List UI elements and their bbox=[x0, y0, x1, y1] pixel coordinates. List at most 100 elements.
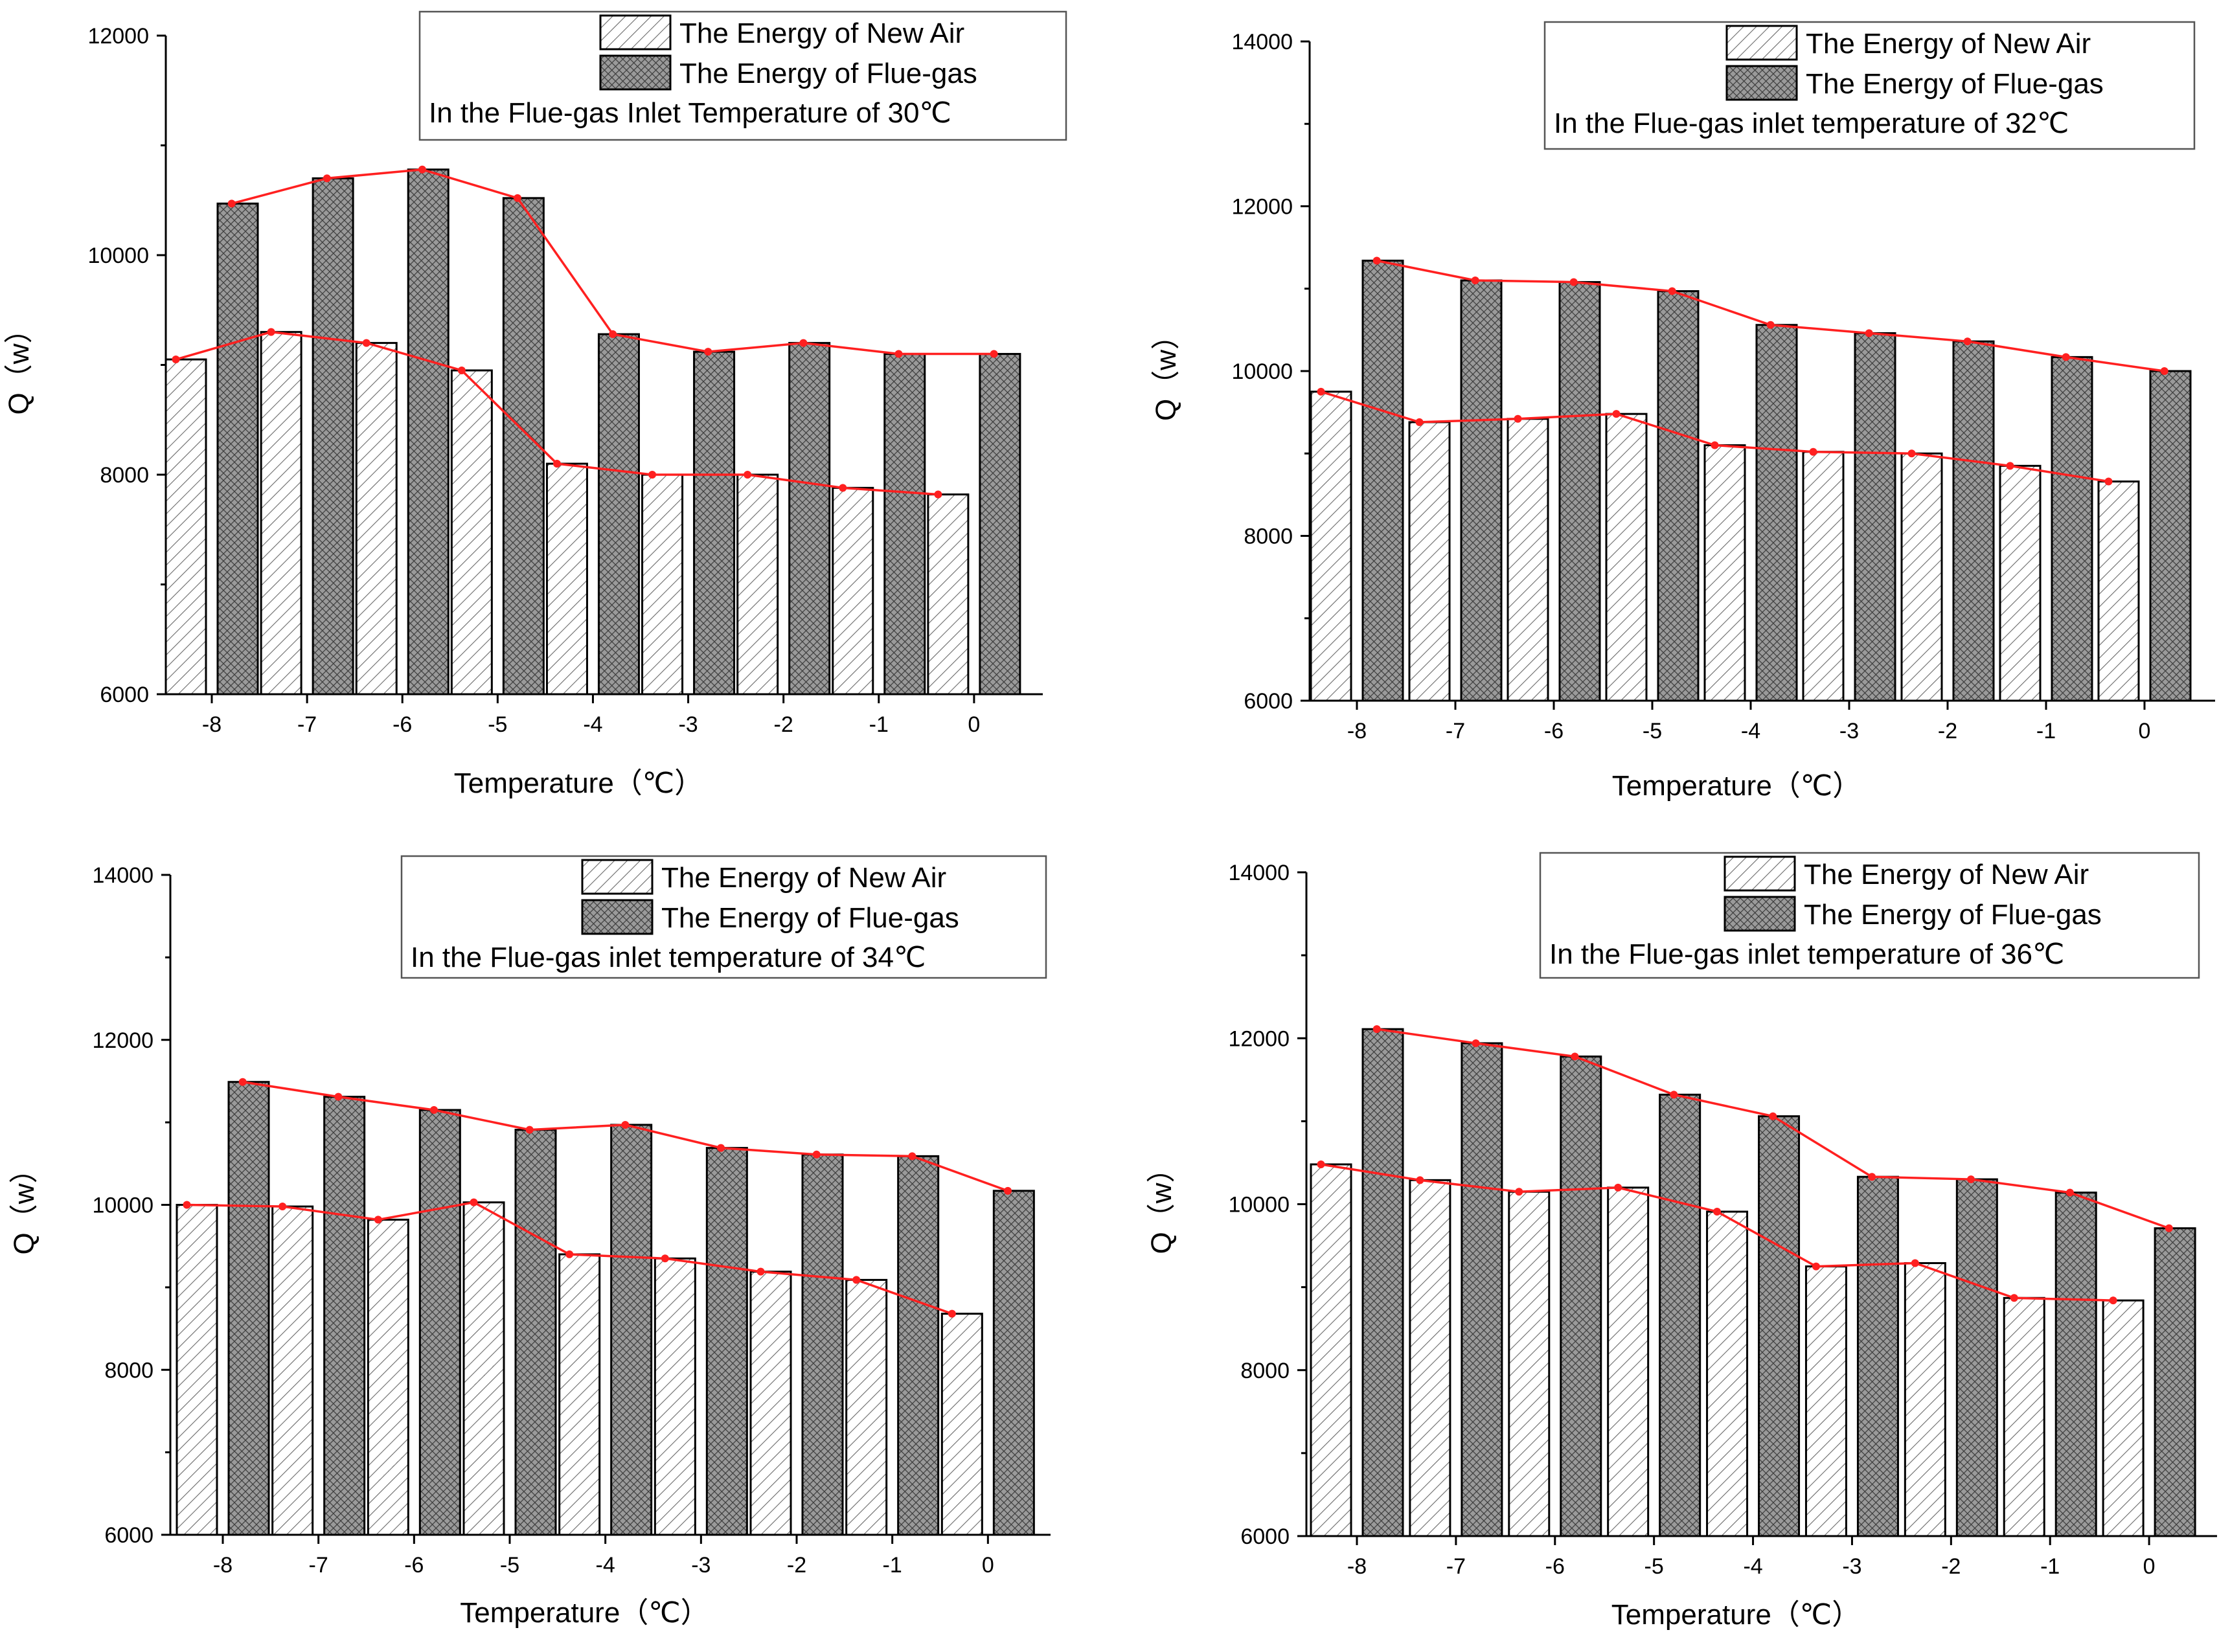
x-tick-label: -6 bbox=[404, 1553, 424, 1578]
legend-label-flue-gas: The Energy of Flue-gas bbox=[1804, 899, 2102, 931]
bar-flue-gas bbox=[705, 1147, 748, 1536]
bar-flue-gas bbox=[1758, 1115, 1801, 1537]
bar-flue-gas bbox=[502, 197, 545, 696]
x-tick-label: -6 bbox=[393, 712, 412, 737]
x-tick-label: 0 bbox=[982, 1553, 994, 1578]
point-new-air bbox=[839, 484, 847, 492]
x-tick-label: -4 bbox=[583, 712, 602, 737]
point-flue-gas bbox=[1865, 329, 1873, 337]
point-flue-gas bbox=[1004, 1186, 1012, 1195]
bar-new-air bbox=[1607, 1186, 1650, 1537]
x-tick-label: -5 bbox=[1643, 719, 1662, 743]
legend-label-flue-gas: The Energy of Flue-gas bbox=[1806, 68, 2104, 100]
bar-new-air bbox=[165, 358, 207, 696]
y-tick-label: 10000 bbox=[1228, 1193, 1290, 1217]
point-new-air bbox=[362, 339, 370, 347]
legend-note: In the Flue-gas inlet temperature of 32℃ bbox=[1554, 107, 2069, 139]
legend-box bbox=[418, 10, 1067, 141]
y-tick-label: 14000 bbox=[1228, 861, 1290, 885]
y-tick-label: 6000 bbox=[104, 1523, 154, 1548]
point-flue-gas bbox=[2062, 353, 2070, 361]
legend-label-new-air: The Energy of New Air bbox=[679, 17, 964, 49]
bar-new-air bbox=[462, 1201, 505, 1536]
bar-new-air bbox=[1900, 452, 1943, 702]
point-new-air bbox=[757, 1267, 765, 1276]
bar-new-air bbox=[260, 331, 302, 696]
legend-swatch-flue-gas bbox=[599, 54, 672, 91]
bar-new-air bbox=[367, 1218, 409, 1536]
bar-new-air bbox=[2003, 1296, 2045, 1537]
bar-new-air bbox=[749, 1271, 792, 1536]
bar-new-air bbox=[355, 342, 398, 696]
point-new-air bbox=[1812, 1262, 1820, 1271]
legend-label-flue-gas: The Energy of Flue-gas bbox=[679, 58, 977, 89]
bar-flue-gas bbox=[1952, 340, 1995, 702]
bar-new-air bbox=[271, 1205, 314, 1536]
y-axis-title: Q（w） bbox=[8, 1155, 40, 1255]
x-tick-label: 0 bbox=[2139, 719, 2151, 743]
bar-new-air bbox=[558, 1253, 601, 1536]
point-new-air bbox=[1416, 1176, 1424, 1184]
point-new-air bbox=[744, 471, 752, 479]
bar-new-air bbox=[1310, 390, 1352, 702]
point-new-air bbox=[374, 1216, 382, 1224]
bar-flue-gas bbox=[407, 168, 449, 696]
chart-panel-1: -8 -7 -6 -5 -4 -3 -2 -1 0 6000 8000 10000 12000 Tempe… bbox=[3, 10, 1067, 799]
point-new-air bbox=[1713, 1208, 1722, 1216]
bar-flue-gas bbox=[323, 1096, 366, 1536]
x-tick-label: -7 bbox=[1446, 719, 1465, 743]
point-new-air bbox=[1614, 1183, 1622, 1192]
point-flue-gas bbox=[525, 1126, 534, 1134]
bar-new-air bbox=[654, 1257, 696, 1536]
y-tick-label: 6000 bbox=[1240, 1524, 1290, 1549]
bar-flue-gas bbox=[1461, 1042, 1503, 1537]
chart-panel-2: -8 -7 -6 -5 -4 -3 -2 -1 0 6000 8000 10000 12000 14000… bbox=[1150, 21, 2215, 802]
x-tick-label: -8 bbox=[202, 712, 222, 737]
y-tick-label: 6000 bbox=[100, 683, 149, 707]
chart-panel-4: -8 -7 -6 -5 -4 -3 -2 -1 0 6000 8000 10000 12000 14000… bbox=[1146, 852, 2217, 1631]
bar-flue-gas bbox=[801, 1153, 844, 1536]
x-tick-label: -1 bbox=[869, 712, 889, 737]
point-flue-gas bbox=[799, 339, 808, 347]
point-new-air bbox=[279, 1203, 287, 1211]
bar-new-air bbox=[845, 1278, 888, 1536]
x-tick-label: -7 bbox=[1446, 1554, 1466, 1579]
bar-flue-gas bbox=[514, 1129, 557, 1536]
x-tick-label: -5 bbox=[500, 1553, 519, 1578]
point-new-air bbox=[2104, 477, 2113, 486]
y-axis-title: Q（w） bbox=[3, 315, 35, 415]
point-flue-gas bbox=[1766, 321, 1775, 329]
x-tick-label: -8 bbox=[213, 1553, 233, 1578]
x-tick-label: -1 bbox=[883, 1553, 902, 1578]
bar-new-air bbox=[940, 1313, 983, 1536]
x-tick-label: 0 bbox=[2143, 1554, 2156, 1579]
bar-flue-gas bbox=[1460, 279, 1503, 702]
point-flue-gas bbox=[894, 350, 903, 358]
x-tick-label: -8 bbox=[1347, 719, 1367, 743]
point-flue-gas bbox=[1571, 1052, 1579, 1061]
x-axis-title: Temperature（℃） bbox=[1612, 770, 1861, 802]
bar-new-air bbox=[545, 462, 588, 696]
bar-new-air bbox=[1904, 1262, 1946, 1537]
point-flue-gas bbox=[514, 194, 522, 202]
bar-new-air bbox=[2097, 481, 2140, 702]
x-tick-label: 0 bbox=[968, 712, 980, 737]
y-tick-label: 8000 bbox=[1244, 525, 1293, 549]
point-flue-gas bbox=[1372, 1025, 1381, 1034]
bar-flue-gas bbox=[2054, 1192, 2097, 1537]
point-flue-gas bbox=[609, 330, 617, 339]
legend-box bbox=[1539, 852, 2200, 979]
x-tick-label: -1 bbox=[2036, 719, 2056, 743]
chart-panel-3: -8 -7 -6 -5 -4 -3 -2 -1 0 6000 8000 10000 12000 14000… bbox=[8, 855, 1051, 1629]
bar-flue-gas bbox=[312, 177, 354, 696]
point-new-air bbox=[2010, 1294, 2018, 1302]
x-tick-label: -6 bbox=[1545, 1554, 1565, 1579]
y-tick-label: 8000 bbox=[1240, 1359, 1290, 1383]
legend-note: In the Flue-gas inlet temperature of 36℃ bbox=[1549, 938, 2064, 970]
point-flue-gas bbox=[1963, 337, 1972, 346]
bar-new-air bbox=[1703, 444, 1746, 702]
bar-flue-gas bbox=[227, 1081, 270, 1536]
point-new-air bbox=[2006, 462, 2014, 470]
point-new-air bbox=[1415, 418, 1424, 426]
point-new-air bbox=[948, 1309, 956, 1318]
